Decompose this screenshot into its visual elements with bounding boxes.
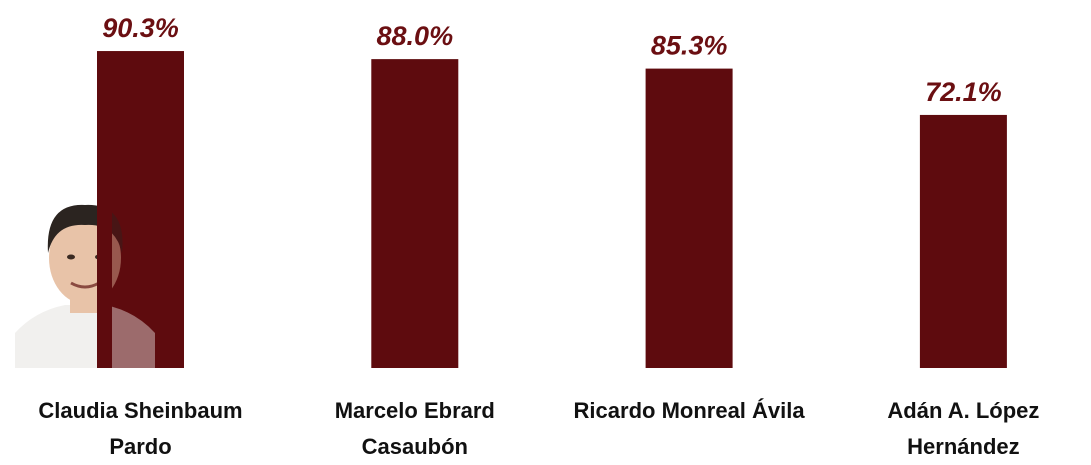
category-label: Marcelo Ebrard Casaubón <box>334 398 495 459</box>
value-label: 90.3% <box>102 13 179 43</box>
bar <box>919 114 1007 368</box>
bars <box>97 51 1007 369</box>
category-label: Adán A. López Hernández <box>887 398 1040 459</box>
category-label: Claudia Sheinbaum Pardo <box>38 398 243 459</box>
value-label: 88.0% <box>377 21 454 51</box>
value-labels: 90.3% 88.0% 85.3% 72.1% <box>102 13 1001 107</box>
bar <box>371 59 459 369</box>
bar <box>97 51 184 369</box>
value-label: 85.3% <box>651 31 728 61</box>
category-label: Ricardo Monreal Ávila <box>573 398 805 423</box>
bar <box>645 68 733 369</box>
value-label: 72.1% <box>925 77 1002 107</box>
